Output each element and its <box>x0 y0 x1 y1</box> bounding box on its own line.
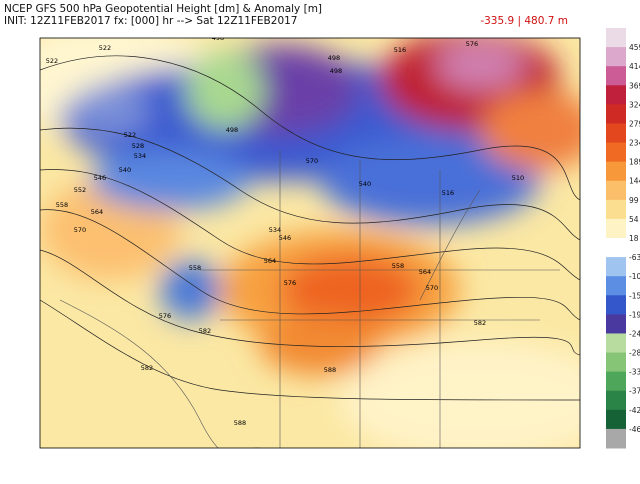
colorbar-label: 18 <box>629 234 639 243</box>
colorbar-label: 189 <box>629 158 640 167</box>
colorbar-label: 369 <box>629 81 640 90</box>
colorbar-label: 459 <box>629 43 640 52</box>
colorbar-swatch <box>606 218 626 239</box>
colorbar-label: -423 <box>629 406 640 415</box>
contour-label: 528 <box>132 142 144 150</box>
colorbar-label: 99 <box>629 196 639 205</box>
contour-label: 552 <box>74 186 86 194</box>
contour-label: 582 <box>141 364 153 372</box>
contour-label: 546 <box>279 234 291 242</box>
contour-label: 540 <box>359 180 371 188</box>
contour-label: 582 <box>199 327 211 335</box>
contour-label: 576 <box>159 312 171 320</box>
colorbar-label: -333 <box>629 368 640 377</box>
contour-label: 570 <box>74 226 86 234</box>
colorbar-label: -243 <box>629 329 640 338</box>
colorbar-swatch <box>606 47 626 67</box>
colorbar-swatch <box>606 66 626 86</box>
colorbar-swatch <box>606 142 626 163</box>
colorbar-swatch <box>606 333 626 354</box>
colorbar-label: -198 <box>629 310 640 319</box>
contour-label: 564 <box>264 257 276 265</box>
contour-label: 564 <box>91 208 103 216</box>
contour-label: 534 <box>269 226 281 234</box>
colorbar-label: 414 <box>629 62 640 71</box>
colorbar-swatch <box>606 161 626 182</box>
contour-label: 570 <box>426 284 438 292</box>
contour-label: 588 <box>234 419 246 427</box>
colorbar-swatch <box>606 276 626 296</box>
colorbar-swatch <box>606 295 626 315</box>
contour-label: 498 <box>226 126 238 134</box>
contour-label: 564 <box>419 268 431 276</box>
colorbar-swatch <box>606 409 626 430</box>
colorbar-swatch <box>606 314 626 334</box>
colorbar-swatch <box>606 352 626 373</box>
colorbar-swatch <box>606 28 626 48</box>
map: 5225224984984985165765225285345405465525… <box>40 34 580 448</box>
contour-label: 522 <box>99 44 111 52</box>
colorbar-swatch <box>606 257 626 277</box>
colorbar-swatch <box>606 104 626 124</box>
contour-label: 570 <box>306 157 318 165</box>
colorbar-swatch <box>606 123 626 144</box>
contour-label: 576 <box>284 279 296 287</box>
contour-label: 516 <box>394 46 406 54</box>
contour-label: 498 <box>330 67 342 75</box>
contour-label: 498 <box>328 54 340 62</box>
contour-label: 588 <box>324 366 336 374</box>
contour-label: 510 <box>512 174 524 182</box>
contour-label: 522 <box>124 131 136 139</box>
contour-label: 582 <box>474 319 486 327</box>
colorbar-label: 234 <box>629 139 640 148</box>
colorbar-label: -63 <box>629 253 640 262</box>
contour-label: 546 <box>94 174 106 182</box>
colorbar-swatch <box>606 238 626 258</box>
colorbar-label: 54 <box>629 215 639 224</box>
contour-label: 540 <box>119 166 131 174</box>
colorbar-label: -288 <box>629 349 640 358</box>
colorbar-swatch <box>606 390 626 411</box>
colorbar: 459 414 369 324 279 234 189 144 99 54 18 -63 -108 -15… <box>606 28 640 449</box>
colorbar-label: 144 <box>629 177 640 186</box>
contour-label: 576 <box>466 40 478 48</box>
contour-label: 558 <box>189 264 201 272</box>
colorbar-swatch <box>606 428 626 449</box>
contour-label: 558 <box>392 262 404 270</box>
colorbar-swatch <box>606 85 626 105</box>
colorbar-label: 324 <box>629 100 640 109</box>
colorbar-label: -153 <box>629 291 640 300</box>
colorbar-label: 279 <box>629 119 640 128</box>
contour-label: 522 <box>46 57 58 65</box>
contour-label: 534 <box>134 152 146 160</box>
title: NCEP GFS 500 hPa Geopotential Height [dm… <box>4 3 322 15</box>
colorbar-swatch <box>606 199 626 220</box>
colorbar-label: -468 <box>629 425 640 434</box>
colorbar-swatch <box>606 371 626 392</box>
colorbar-label: -108 <box>629 272 640 281</box>
colorbar-label: -378 <box>629 387 640 396</box>
map-frame <box>39 37 581 449</box>
colorbar-swatch <box>606 180 626 201</box>
range: -335.9 | 480.7 m <box>480 15 568 27</box>
contour-label: 558 <box>56 201 68 209</box>
init-line: INIT: 12Z11FEB2017 fx: [000] hr --> Sat … <box>4 15 297 27</box>
contour-label: 498 <box>212 34 224 42</box>
contour-label: 516 <box>442 189 454 197</box>
